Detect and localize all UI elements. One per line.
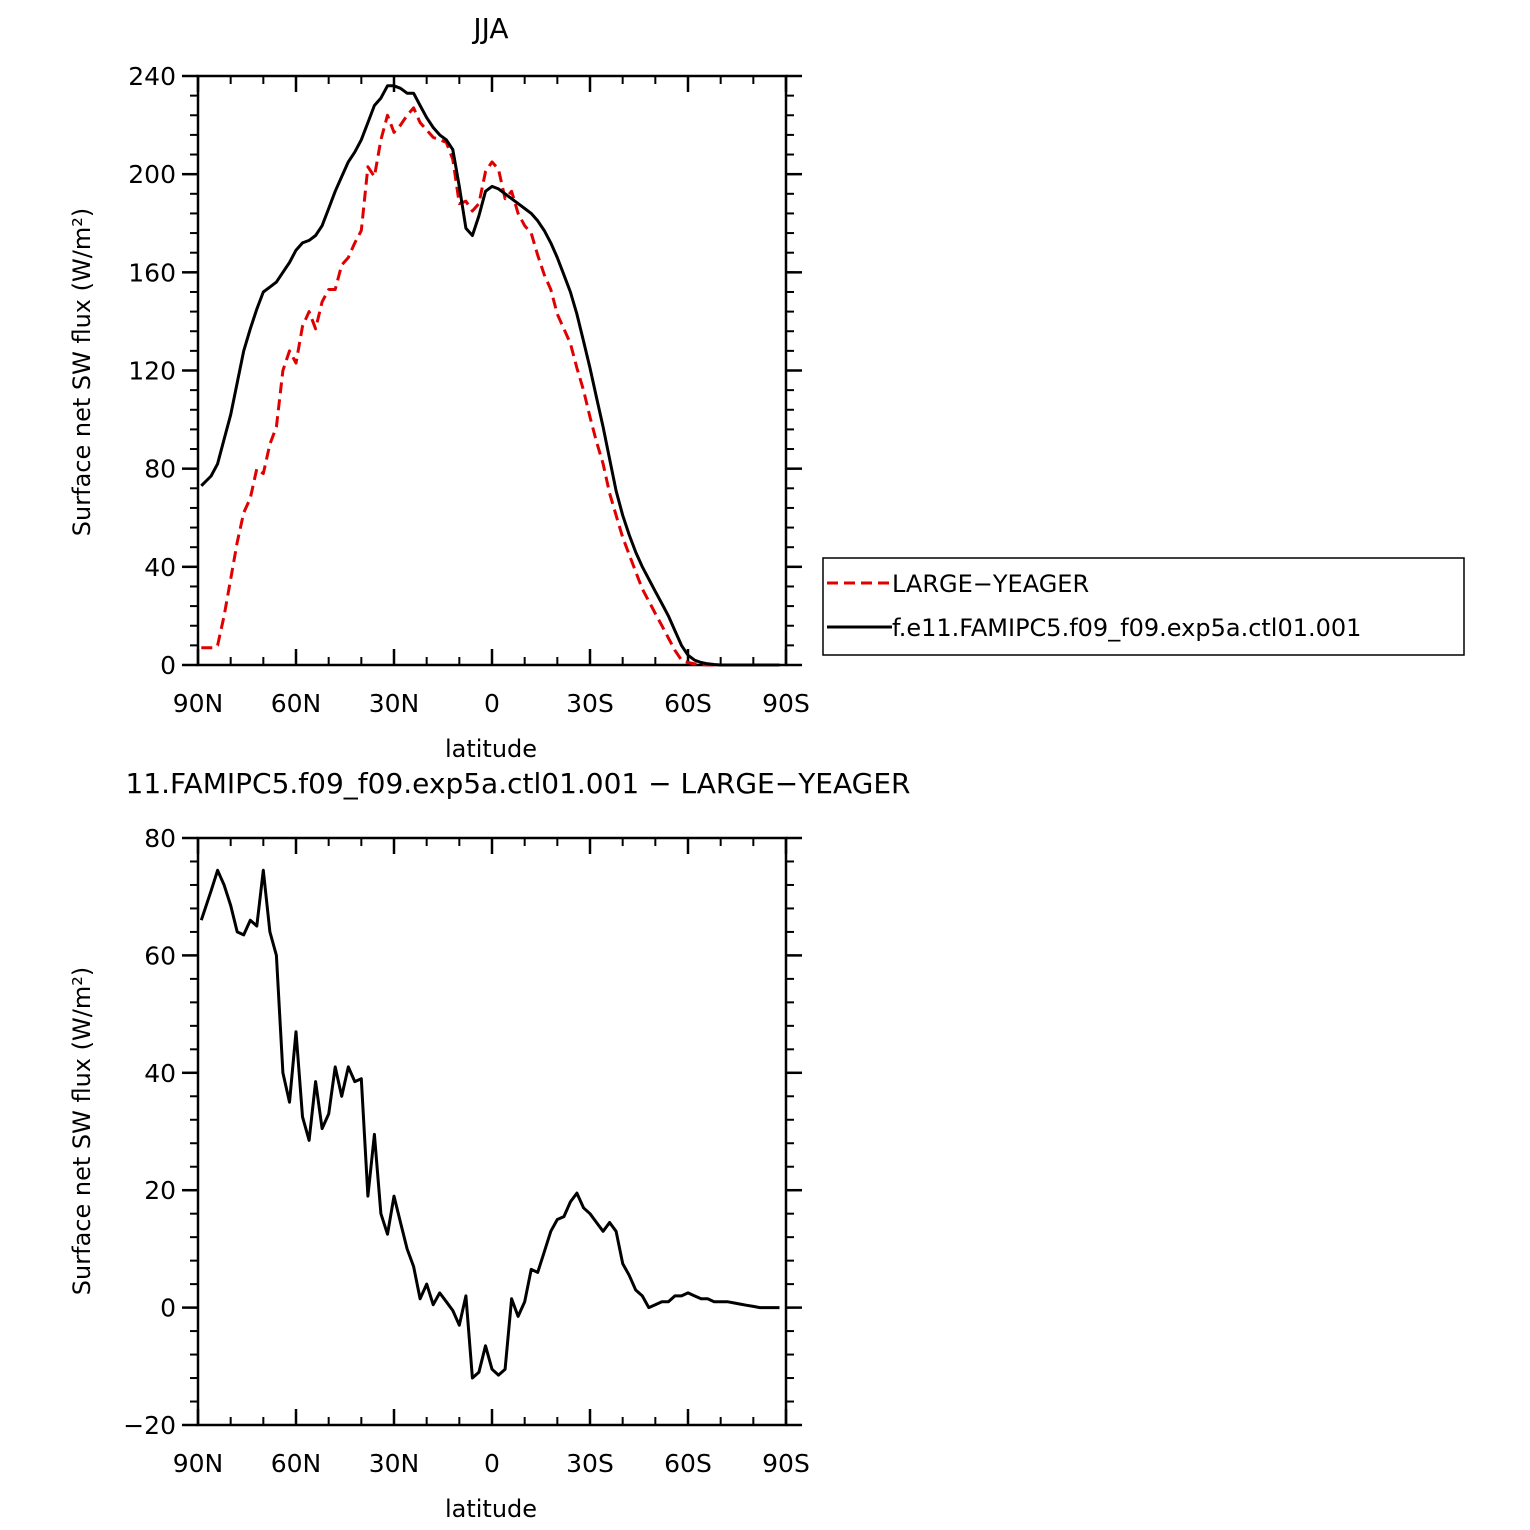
legend-label-model: f.e11.FAMIPC5.f09_f09.exp5a.ctl01.001	[892, 614, 1361, 642]
x-tick-label: 30N	[369, 689, 420, 718]
bottom-chart-panel: 11.FAMIPC5.f09_f09.exp5a.ctl01.001 − LAR…	[68, 767, 911, 1523]
top-series-line-0	[201, 106, 780, 667]
top-x-axis-title: latitude	[445, 735, 537, 763]
x-tick-label: 90N	[173, 689, 224, 718]
y-tick-label: 240	[128, 62, 176, 91]
top-plot-frame	[196, 74, 788, 667]
bottom-plot-frame	[196, 836, 788, 1427]
x-tick-label: 60N	[271, 1449, 322, 1478]
top-y-axis-title: Surface net SW flux (W/m²)	[68, 208, 96, 536]
legend-box	[822, 557, 1465, 656]
x-tick-label: 90S	[762, 1449, 810, 1478]
x-tick-label: 0	[484, 1449, 500, 1478]
x-tick-label: 60N	[271, 689, 322, 718]
y-tick-label: 40	[144, 553, 176, 582]
top-series-lines	[200, 84, 780, 667]
top-chart-title: JJA	[471, 12, 508, 45]
y-tick-label: 200	[128, 160, 176, 189]
x-tick-label: 30S	[566, 689, 614, 718]
x-tick-label: 30N	[369, 1449, 420, 1478]
x-tick-label: 60S	[664, 1449, 712, 1478]
y-tick-label: 120	[128, 357, 176, 386]
x-tick-label: 90S	[762, 689, 810, 718]
y-tick-label: 60	[144, 941, 176, 970]
y-tick-label: 80	[144, 455, 176, 484]
y-tick-label: 0	[160, 1294, 176, 1323]
y-tick-label: 40	[144, 1059, 176, 1088]
x-tick-label: 30S	[566, 1449, 614, 1478]
top-chart-panel: JJA 90N 60N 30N 0 30S 60S 90S 0 40 80 120 160 200 24…	[68, 12, 810, 763]
y-tick-label: −20	[123, 1411, 176, 1440]
y-tick-label: 80	[144, 824, 176, 853]
y-tick-label: 0	[160, 651, 176, 680]
bottom-x-tick-labels: 90N 60N 30N 0 30S 60S 90S	[173, 1449, 810, 1478]
bottom-y-axis-title: Surface net SW flux (W/m²)	[68, 967, 96, 1295]
bottom-series-lines	[199, 868, 780, 1380]
legend-label-large-yeager: LARGE−YEAGER	[892, 570, 1089, 598]
x-tick-label: 90N	[173, 1449, 224, 1478]
y-tick-label: 20	[144, 1176, 176, 1205]
bottom-series-line-0	[199, 868, 780, 1380]
x-tick-label: 0	[484, 689, 500, 718]
y-tick-label: 160	[128, 258, 176, 287]
legend: LARGE−YEAGER f.e11.FAMIPC5.f09_f09.exp5a…	[822, 557, 1465, 656]
top-series-line-1	[200, 84, 780, 667]
bottom-chart-title: 11.FAMIPC5.f09_f09.exp5a.ctl01.001 − LAR…	[126, 767, 911, 800]
top-x-tick-labels: 90N 60N 30N 0 30S 60S 90S	[173, 689, 810, 718]
x-tick-label: 60S	[664, 689, 712, 718]
bottom-x-axis-title: latitude	[445, 1495, 537, 1523]
top-y-tick-labels: 0 40 80 120 160 200 240	[128, 62, 176, 680]
bottom-y-tick-labels: −20 0 20 40 60 80	[123, 824, 176, 1440]
bottom-axis-ticks	[182, 836, 802, 1427]
